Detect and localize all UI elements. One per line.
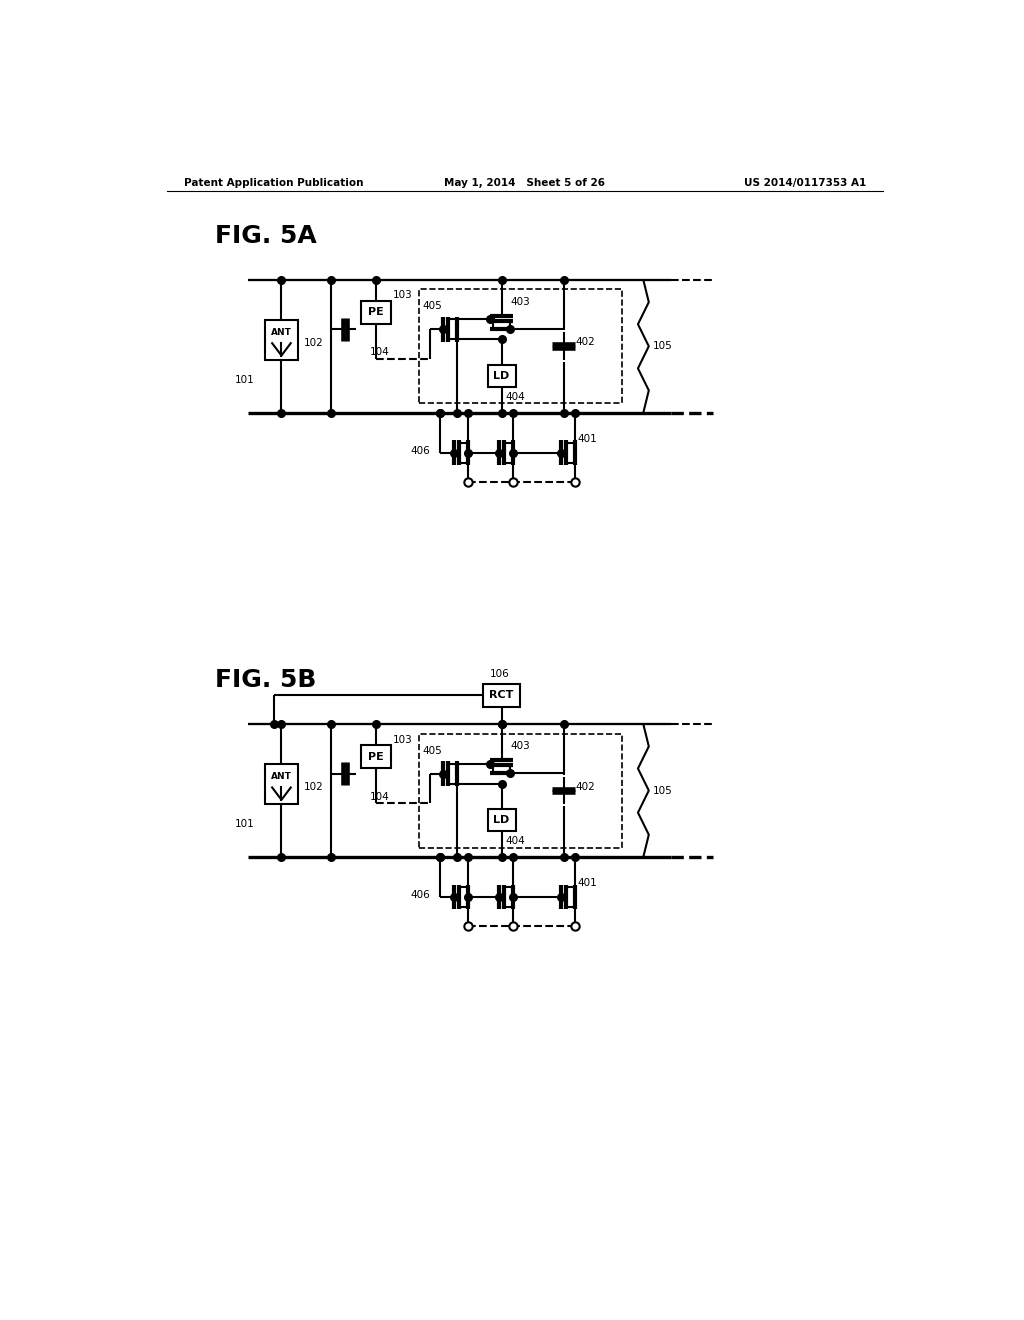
Text: 104: 104 xyxy=(370,347,389,358)
Bar xyxy=(361,301,391,323)
Text: LD: LD xyxy=(494,816,510,825)
Text: 403: 403 xyxy=(511,297,530,306)
Text: 403: 403 xyxy=(511,741,530,751)
Text: 101: 101 xyxy=(234,820,255,829)
Bar xyxy=(361,744,391,768)
Text: 104: 104 xyxy=(370,792,389,801)
Text: 402: 402 xyxy=(575,781,595,792)
Bar xyxy=(487,366,515,387)
Text: 404: 404 xyxy=(506,836,525,846)
Text: FIG. 5A: FIG. 5A xyxy=(215,224,316,248)
Text: 401: 401 xyxy=(578,878,597,888)
Text: RCT: RCT xyxy=(489,690,514,700)
Bar xyxy=(265,321,298,360)
Text: 401: 401 xyxy=(578,434,597,444)
Text: 405: 405 xyxy=(423,301,442,312)
Text: 406: 406 xyxy=(411,446,430,455)
Text: 402: 402 xyxy=(575,338,595,347)
Bar xyxy=(265,764,298,804)
Text: May 1, 2014   Sheet 5 of 26: May 1, 2014 Sheet 5 of 26 xyxy=(444,178,605,187)
Bar xyxy=(419,289,623,404)
Text: 102: 102 xyxy=(304,338,324,348)
Text: LD: LD xyxy=(494,371,510,381)
Bar xyxy=(419,734,623,847)
Text: 102: 102 xyxy=(304,783,324,792)
Text: 103: 103 xyxy=(393,735,413,744)
Text: 406: 406 xyxy=(411,890,430,900)
Text: ANT: ANT xyxy=(271,772,292,781)
Text: 101: 101 xyxy=(234,375,255,385)
Text: US 2014/0117353 A1: US 2014/0117353 A1 xyxy=(743,178,866,187)
Text: 106: 106 xyxy=(490,669,510,680)
Text: FIG. 5B: FIG. 5B xyxy=(215,668,316,692)
Text: PE: PE xyxy=(368,751,384,762)
Text: 103: 103 xyxy=(393,290,413,301)
Text: 405: 405 xyxy=(423,746,442,755)
Text: 105: 105 xyxy=(652,342,673,351)
Bar xyxy=(483,684,520,706)
Bar xyxy=(487,809,515,832)
Text: Patent Application Publication: Patent Application Publication xyxy=(183,178,364,187)
Text: ANT: ANT xyxy=(271,327,292,337)
Text: PE: PE xyxy=(368,308,384,317)
Text: 105: 105 xyxy=(652,785,673,796)
Text: 404: 404 xyxy=(506,392,525,401)
